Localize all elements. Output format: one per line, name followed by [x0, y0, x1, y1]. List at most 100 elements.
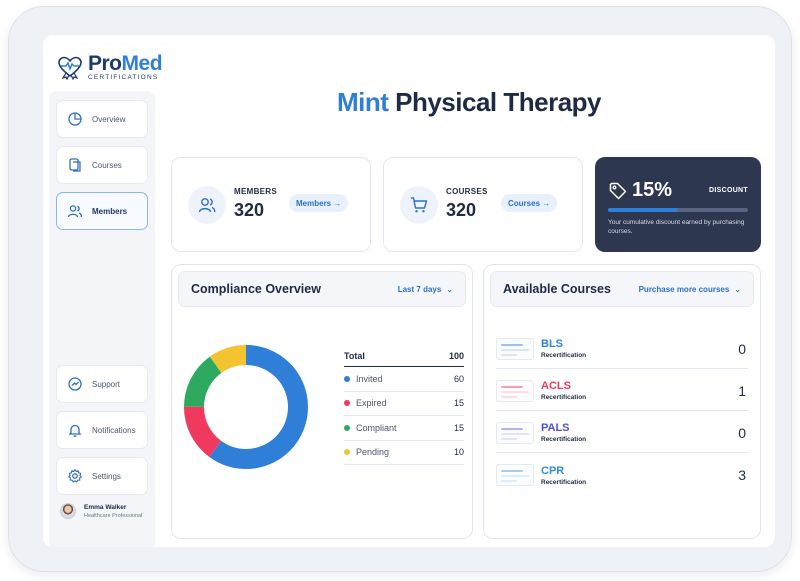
sidebar-item-label: Notifications [92, 425, 136, 435]
legend-total-label: Total [344, 350, 365, 361]
cart-icon [411, 197, 428, 213]
legend-dot [344, 424, 350, 431]
sidebar-item-label: Support [92, 379, 121, 389]
legend-label: Pending [356, 447, 390, 458]
sidebar-item-support[interactable]: Support [56, 365, 148, 403]
date-range-label: Last 7 days [397, 284, 442, 294]
discount-progress-track [608, 208, 748, 212]
course-row-bls[interactable]: BLS Recertification 0 [496, 329, 748, 369]
courses-stat-card: COURSES 320 Courses → [383, 157, 583, 252]
page-title-highlight: Mint [336, 87, 389, 117]
compliance-donut-chart [184, 345, 308, 469]
course-count: 0 [738, 340, 746, 357]
chevron-down-icon: ⌄ [446, 284, 453, 294]
legend-dot [344, 375, 350, 382]
legend-row-compliant: Compliant 15 [344, 416, 464, 441]
discount-description: Your cumulative discount earned by purch… [608, 219, 745, 236]
course-count: 3 [738, 467, 746, 483]
heart-logo-icon [58, 56, 82, 81]
course-subtitle: Recertification [541, 394, 587, 401]
purchase-more-label: Purchase more courses [638, 284, 730, 294]
discount-label: DISCOUNT [709, 187, 748, 194]
members-count: 320 [234, 200, 265, 220]
support-icon [68, 377, 82, 391]
legend-row-invited: Invited 60 [344, 367, 464, 392]
sidebar-item-overview[interactable]: Overview [56, 100, 148, 138]
documents-icon [69, 158, 81, 172]
course-count: 0 [738, 424, 746, 441]
members-label: MEMBERS [234, 187, 277, 196]
courses-link-button[interactable]: Courses → [501, 194, 558, 212]
discount-progress-fill [608, 208, 678, 212]
legend-total-row: Total 100 [344, 345, 464, 367]
compliance-header: Compliance Overview Last 7 days ⌄ [178, 271, 466, 307]
course-count: 1 [738, 382, 746, 399]
discount-card: 15% DISCOUNT Your cumulative discount ea… [595, 157, 761, 252]
legend-label: Compliant [356, 422, 397, 433]
avatar [60, 503, 76, 519]
chevron-down-icon: ⌄ [734, 284, 741, 294]
available-courses-panel: Available Courses Purchase more courses … [483, 264, 761, 539]
purchase-more-courses-link[interactable]: Purchase more courses ⌄ [639, 285, 741, 294]
brand-name-med: Med [121, 52, 163, 75]
compliance-title: Compliance Overview [191, 282, 321, 296]
course-row-pals[interactable]: PALS Recertification 0 [496, 413, 748, 453]
donut-segment-expired [184, 345, 308, 469]
discount-value: 15% [632, 179, 673, 201]
brand-subtitle: CERTIFICATIONS [88, 74, 159, 81]
app-screen: ProMed CERTIFICATIONS Overview Courses M… [43, 35, 775, 547]
sidebar-item-settings[interactable]: Settings [56, 457, 148, 495]
sidebar-item-notifications[interactable]: Notifications [56, 411, 148, 449]
course-thumbnail [496, 337, 534, 360]
legend-dot [344, 400, 350, 407]
gear-icon [68, 468, 82, 483]
donut-segment-pending [184, 345, 308, 469]
course-thumbnail [496, 421, 534, 444]
legend-value: 15 [453, 398, 464, 409]
legend-row-pending: Pending 10 [344, 441, 464, 465]
course-row-acls[interactable]: ACLS Recertification 1 [496, 371, 748, 411]
courses-icon-badge [400, 186, 438, 224]
legend-value: 15 [453, 422, 464, 433]
sidebar-item-members[interactable]: Members [56, 192, 148, 230]
user-name: Emma Walker [84, 503, 127, 511]
device-frame: ProMed CERTIFICATIONS Overview Courses M… [8, 6, 792, 572]
legend-row-expired: Expired 15 [344, 392, 464, 416]
legend-dot [344, 449, 350, 456]
user-profile[interactable]: Emma Walker Healthcare Professional [60, 503, 142, 519]
available-courses-title: Available Courses [503, 282, 611, 296]
course-subtitle: Recertification [541, 478, 587, 486]
brand-logo[interactable]: ProMed CERTIFICATIONS [57, 52, 163, 82]
course-name: ACLS [541, 380, 571, 392]
users-icon [198, 198, 216, 213]
users-icon [67, 205, 83, 218]
course-name: BLS [541, 338, 563, 350]
course-thumbnail [496, 464, 534, 486]
sidebar-item-label: Settings [92, 471, 121, 481]
course-name: PALS [541, 422, 570, 434]
date-range-dropdown[interactable]: Last 7 days ⌄ [398, 285, 453, 294]
sidebar-item-label: Courses [92, 160, 122, 170]
page-title-rest: Physical Therapy [395, 87, 602, 117]
members-link-button[interactable]: Members → [289, 194, 349, 212]
courses-label: COURSES [446, 187, 488, 196]
course-thumbnail [496, 379, 534, 402]
sidebar-item-courses[interactable]: Courses [56, 146, 148, 184]
legend-total-value: 100 [448, 350, 464, 361]
compliance-panel: Compliance Overview Last 7 days ⌄ Total … [171, 264, 473, 539]
members-stat-card: MEMBERS 320 Members → [171, 157, 371, 252]
page-title: Mint Physical Therapy [43, 87, 775, 118]
compliance-legend: Total 100 Invited 60 Expired 15 Complian… [344, 345, 464, 465]
legend-value: 60 [453, 373, 464, 384]
course-name: CPR [541, 464, 565, 477]
courses-count: 320 [446, 200, 477, 220]
legend-value: 10 [453, 447, 464, 458]
course-row-cpr[interactable]: CPR Recertification 3 [496, 455, 748, 495]
bell-icon [68, 424, 82, 437]
sidebar-item-label: Overview [92, 114, 126, 124]
legend-label: Expired [356, 398, 387, 409]
sidebar: Overview Courses Members Support Notific… [49, 91, 155, 547]
user-role: Healthcare Professional [84, 512, 143, 519]
course-subtitle: Recertification [541, 436, 587, 443]
pie-chart-icon [68, 112, 82, 126]
